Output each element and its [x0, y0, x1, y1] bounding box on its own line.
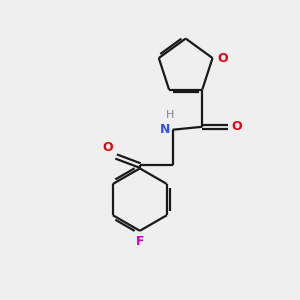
- Text: F: F: [136, 235, 144, 248]
- Text: O: O: [103, 141, 113, 154]
- Text: H: H: [166, 110, 174, 120]
- Text: O: O: [231, 120, 242, 133]
- Text: O: O: [218, 52, 229, 64]
- Text: N: N: [160, 123, 170, 136]
